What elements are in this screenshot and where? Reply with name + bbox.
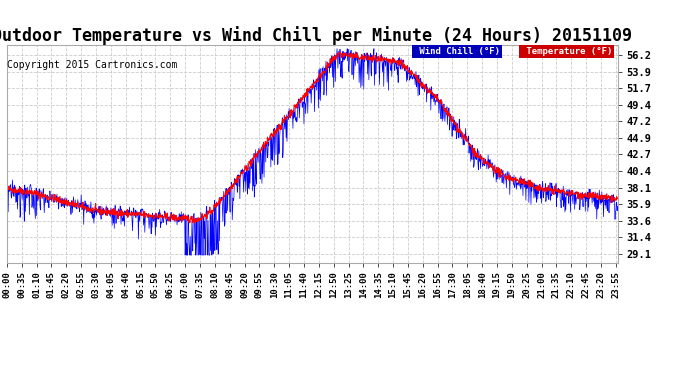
Text: Wind Chill (°F): Wind Chill (°F) [414,47,500,56]
Text: Temperature (°F): Temperature (°F) [521,47,612,56]
Text: Copyright 2015 Cartronics.com: Copyright 2015 Cartronics.com [7,60,177,69]
Title: Outdoor Temperature vs Wind Chill per Minute (24 Hours) 20151109: Outdoor Temperature vs Wind Chill per Mi… [0,26,632,45]
